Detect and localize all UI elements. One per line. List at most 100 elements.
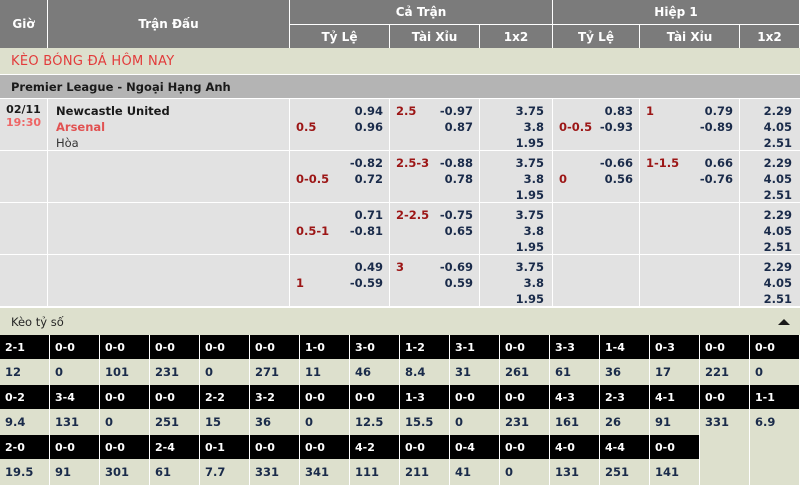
correct-score-cell[interactable]: 0-0 231	[500, 385, 550, 435]
h1-overunder-cell[interactable]: 1 0.79 -0.89	[640, 99, 740, 151]
h1-handicap-cell[interactable]: -0.66 0 0.56	[553, 151, 640, 203]
score-odd-value: 91	[50, 459, 99, 485]
ft-overunder-cell[interactable]: 2.5 -0.97 0.87	[390, 99, 480, 151]
score-odd-value: 0	[750, 359, 799, 385]
correct-score-cell[interactable]: 0-0 331	[250, 435, 300, 485]
correct-score-cell[interactable]: 2-4 61	[150, 435, 200, 485]
correct-score-cell[interactable]: 0-0 12.5	[350, 385, 400, 435]
ft-handicap-cell[interactable]: 0.49 1 -0.59	[290, 255, 390, 307]
correct-score-cell[interactable]: 0-0 331	[700, 385, 750, 435]
correct-score-cell[interactable]: 3-3 61	[550, 335, 600, 385]
correct-score-cell[interactable]: 3-4 131	[50, 385, 100, 435]
score-label: 4-1	[650, 385, 699, 409]
h1-handicap-cell[interactable]	[553, 255, 640, 307]
correct-score-cell[interactable]: 0-0 231	[150, 335, 200, 385]
correct-score-cell[interactable]: 4-4 251	[600, 435, 650, 485]
odds-row: 0.49 1 -0.59 3 -0.69 0.59 3.75 3.8 1.95 2.29 4.05 2…	[0, 255, 800, 307]
correct-score-cell[interactable]: 0-0 341	[300, 435, 350, 485]
correct-score-cell[interactable]: 1-1 6.9	[750, 385, 800, 435]
ft-overunder-cell[interactable]: 3 -0.69 0.59	[390, 255, 480, 307]
score-odd-value: 7.7	[200, 459, 249, 485]
odd-value: 1.95	[515, 136, 544, 150]
score-odd-value: 251	[150, 409, 199, 435]
correct-score-cell[interactable]: 1-4 36	[600, 335, 650, 385]
correct-score-cell[interactable]: 0-0 251	[150, 385, 200, 435]
ft-handicap-cell[interactable]: 0.71 0.5-1 -0.81	[290, 203, 390, 255]
h1-1x2-cell[interactable]: 2.29 4.05 2.51	[740, 99, 800, 151]
correct-score-cell[interactable]: 0-0 0	[100, 385, 150, 435]
header-ca-tran-taixiu: Tài Xỉu	[390, 25, 480, 48]
correct-score-cell[interactable]: 0-2 9.4	[0, 385, 50, 435]
odd-value: 3.75	[515, 156, 544, 170]
correct-score-cell[interactable]: 2-0 19.5	[0, 435, 50, 485]
handicap-line: 1-1.5	[646, 156, 680, 170]
score-label: 2-4	[150, 435, 199, 459]
triangle-up-icon[interactable]	[778, 318, 790, 325]
ft-1x2-cell[interactable]: 3.75 3.8 1.95	[480, 99, 553, 151]
correct-score-cell[interactable]: 0-0 101	[100, 335, 150, 385]
odd-value: -0.88	[439, 156, 473, 170]
correct-score-cell[interactable]: 1-3 15.5	[400, 385, 450, 435]
header-tran-dau: Trận Đấu	[48, 0, 290, 48]
ft-overunder-cell[interactable]: 2.5-3 -0.88 0.78	[390, 151, 480, 203]
correct-score-cell[interactable]: 0-0 271	[250, 335, 300, 385]
ft-overunder-cell[interactable]: 2-2.5 -0.75 0.65	[390, 203, 480, 255]
correct-score-cell[interactable]: 4-0 131	[550, 435, 600, 485]
h1-handicap-cell[interactable]: 0.83 0-0.5 -0.93	[553, 99, 640, 151]
header-ca-tran-label: Cả Trận	[290, 0, 553, 25]
score-label: 1-4	[600, 335, 649, 359]
correct-score-cell[interactable]: 0-0 141	[650, 435, 700, 485]
ft-1x2-cell[interactable]: 3.75 3.8 1.95	[480, 255, 553, 307]
correct-score-cell[interactable]: 0-0 0	[500, 435, 550, 485]
h1-1x2-cell[interactable]: 2.29 4.05 2.51	[740, 203, 800, 255]
correct-score-cell[interactable]: 4-1 91	[650, 385, 700, 435]
h1-handicap-cell[interactable]	[553, 203, 640, 255]
ft-handicap-cell[interactable]: -0.82 0-0.5 0.72	[290, 151, 390, 203]
correct-score-cell[interactable]: 0-0 91	[50, 435, 100, 485]
score-odd-value: 211	[400, 459, 449, 485]
correct-score-cell[interactable]: 0-0 0	[450, 385, 500, 435]
odd-value: 0.71	[354, 208, 383, 222]
h1-overunder-cell[interactable]	[640, 203, 740, 255]
correct-score-cell[interactable]: 0-0 261	[500, 335, 550, 385]
ft-1x2-cell[interactable]: 3.75 3.8 1.95	[480, 151, 553, 203]
h1-overunder-cell[interactable]	[640, 255, 740, 307]
h1-overunder-cell[interactable]: 1-1.5 0.66 -0.76	[640, 151, 740, 203]
league-header-row[interactable]: Premier League - Ngoại Hạng Anh	[0, 75, 800, 99]
correct-score-cell[interactable]: 4-3 161	[550, 385, 600, 435]
ft-handicap-cell[interactable]: 0.94 0.5 0.96	[290, 99, 390, 151]
correct-score-cell[interactable]: 2-3 26	[600, 385, 650, 435]
correct-score-cell[interactable]: 0-0 0	[300, 385, 350, 435]
h1-1x2-cell[interactable]: 2.29 4.05 2.51	[740, 255, 800, 307]
correct-score-cell[interactable]: 0-0 0	[200, 335, 250, 385]
correct-score-cell[interactable]: 0-3 17	[650, 335, 700, 385]
correct-score-cell[interactable]: 0-0 301	[100, 435, 150, 485]
score-label: 0-2	[0, 385, 49, 409]
correct-score-cell[interactable]: 0-4 41	[450, 435, 500, 485]
correct-score-cell[interactable]: 3-2 36	[250, 385, 300, 435]
h1-1x2-cell[interactable]: 2.29 4.05 2.51	[740, 151, 800, 203]
correct-score-cell[interactable]: 1-2 8.4	[400, 335, 450, 385]
correct-score-bar[interactable]: Kèo tỷ số	[0, 307, 800, 335]
correct-score-cell[interactable]: 0-0 211	[400, 435, 450, 485]
score-odd-value: 26	[600, 409, 649, 435]
score-label: 3-1	[450, 335, 499, 359]
team-away-name: Arsenal	[56, 120, 106, 134]
score-odd-value: 341	[300, 459, 349, 485]
correct-score-cell[interactable]: 0-0 0	[50, 335, 100, 385]
correct-score-cell[interactable]: 2-1 12	[0, 335, 50, 385]
score-odd-value: 36	[250, 409, 299, 435]
correct-score-cell[interactable]: 3-0 46	[350, 335, 400, 385]
score-odd-value	[750, 459, 799, 485]
correct-score-cell[interactable]: 2-2 15	[200, 385, 250, 435]
score-odd-value: 61	[550, 359, 599, 385]
correct-score-cell[interactable]: 0-1 7.7	[200, 435, 250, 485]
correct-score-row: 0-2 9.4 3-4 131 0-0 0 0-0 251 2-2 15 3-2 36 0-0 0 0-0 1…	[0, 385, 800, 435]
header-gio: Giờ	[0, 0, 48, 48]
ft-1x2-cell[interactable]: 3.75 3.8 1.95	[480, 203, 553, 255]
correct-score-cell[interactable]: 1-0 11	[300, 335, 350, 385]
correct-score-cell[interactable]: 3-1 31	[450, 335, 500, 385]
correct-score-cell[interactable]: 4-2 111	[350, 435, 400, 485]
correct-score-cell[interactable]: 0-0 0	[750, 335, 800, 385]
correct-score-cell[interactable]: 0-0 221	[700, 335, 750, 385]
